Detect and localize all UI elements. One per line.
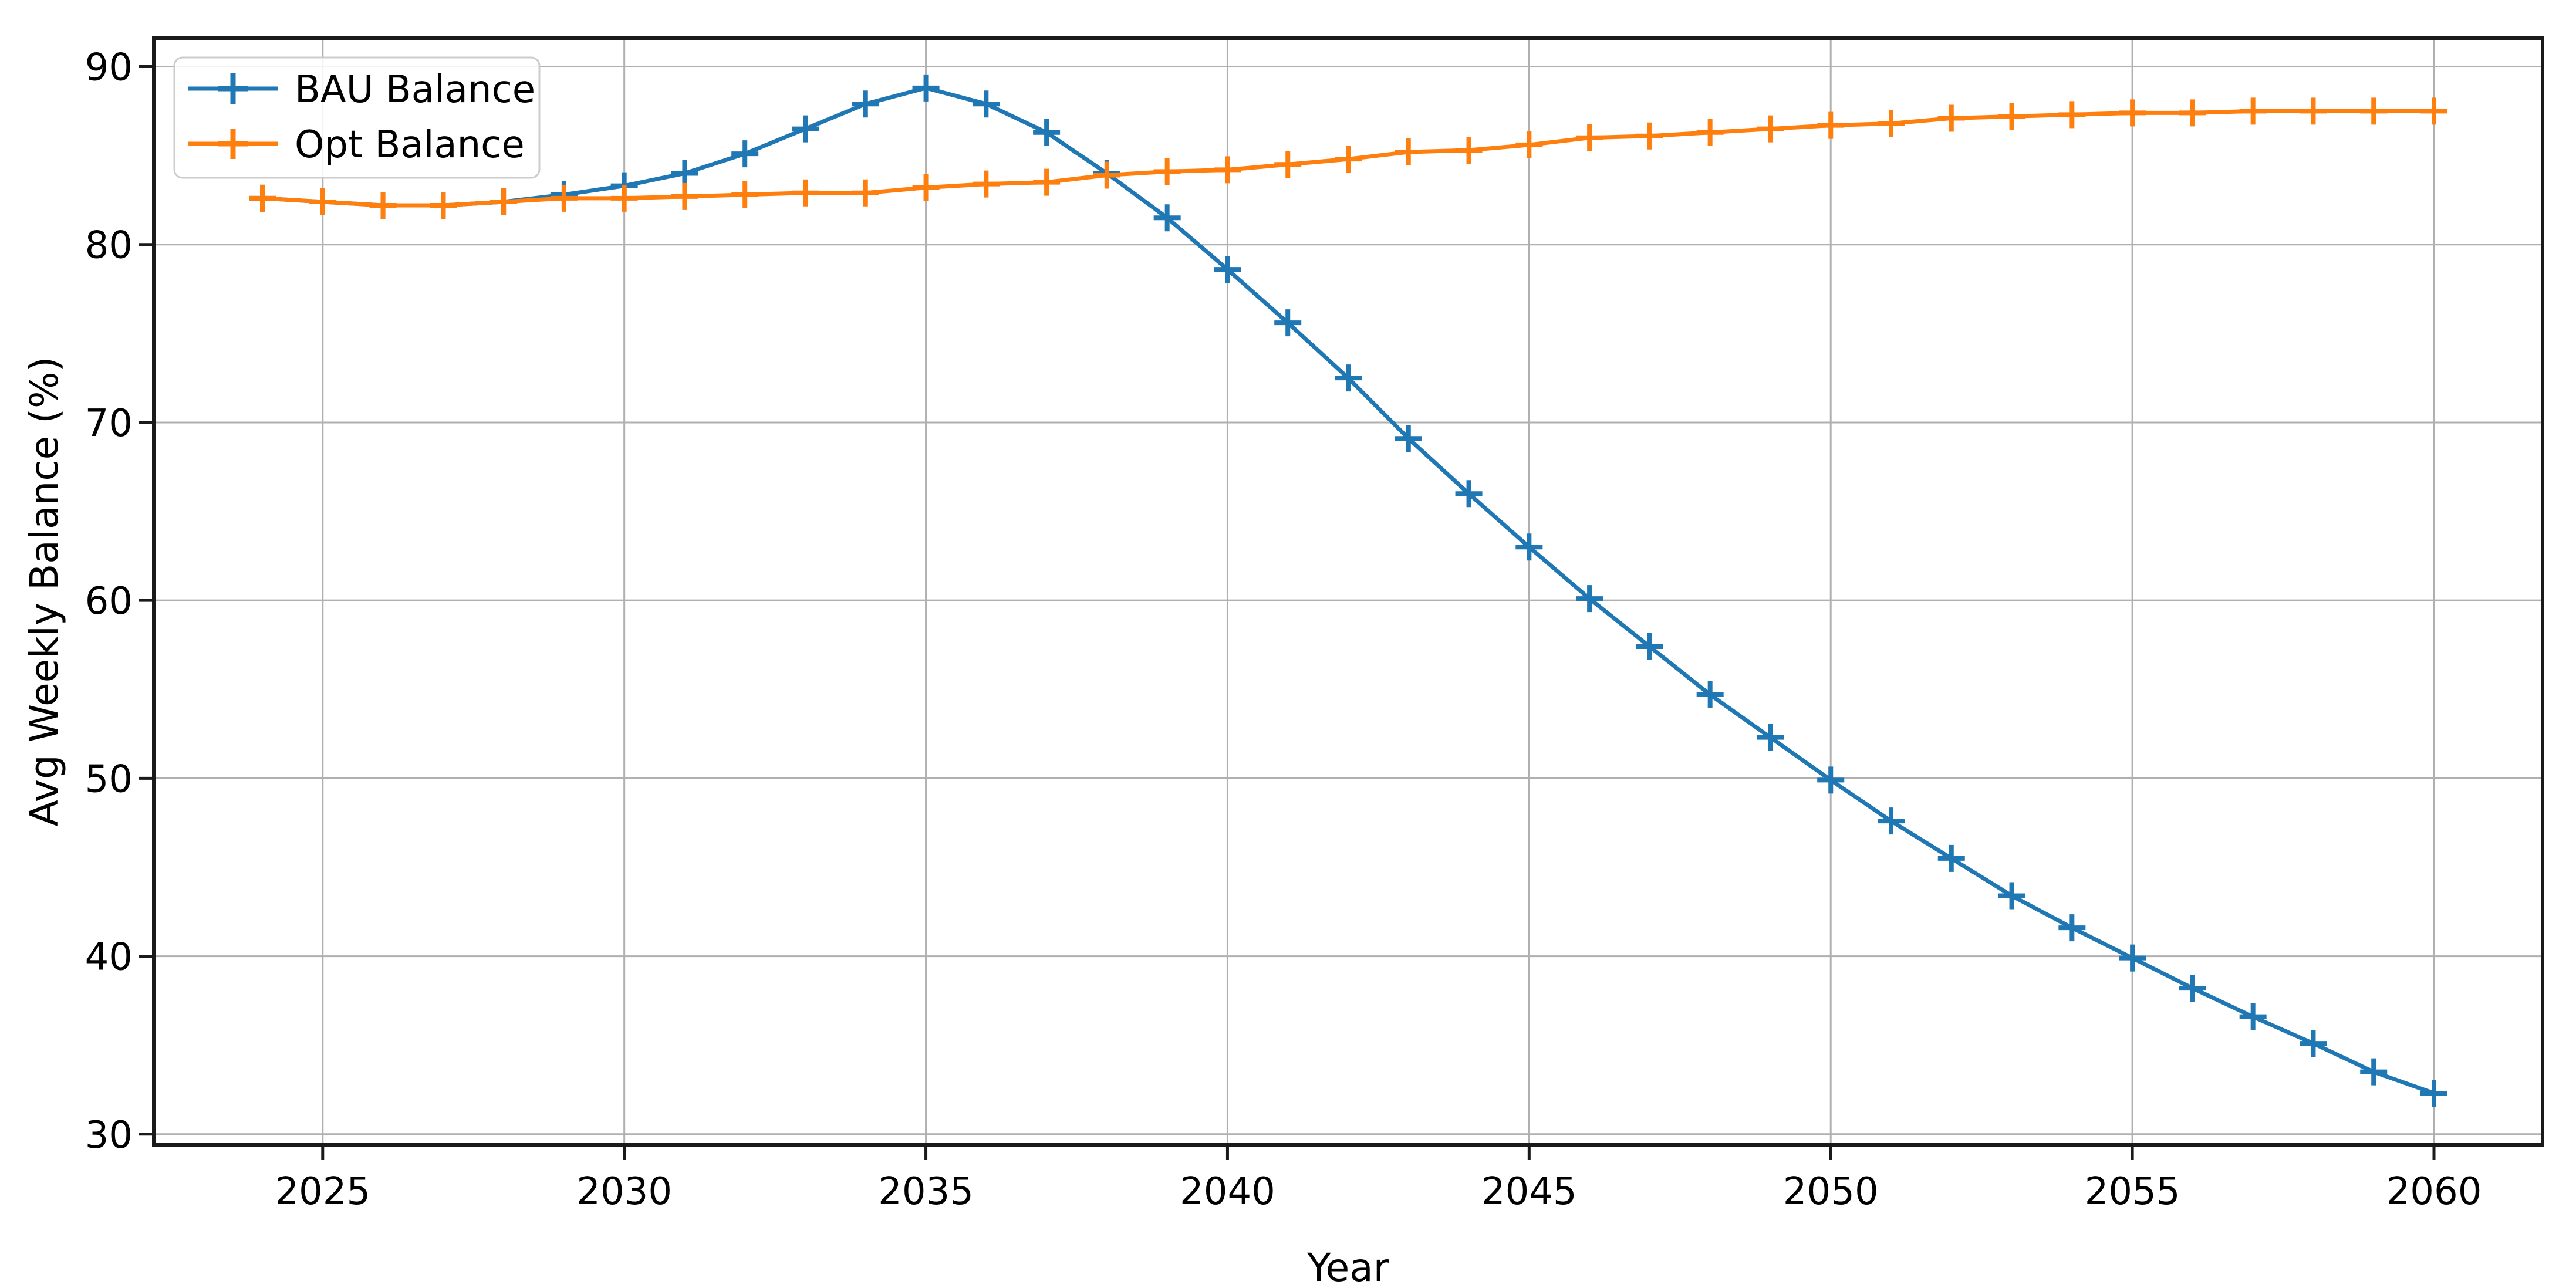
- x-tick-label-2050: 2050: [1783, 1170, 1879, 1213]
- tick-layer: [139, 65, 2436, 1160]
- legend-label-opt-balance: Opt Balance: [295, 123, 525, 167]
- x-tick-label-2055: 2055: [2085, 1170, 2180, 1213]
- y-tick-label-40: 40: [85, 936, 133, 979]
- y-tick-label-70: 70: [85, 402, 133, 445]
- x-tick-label-2040: 2040: [1180, 1170, 1275, 1213]
- x-tick-label-2045: 2045: [1481, 1170, 1577, 1213]
- y-tick-label-30: 30: [85, 1114, 133, 1157]
- opt-balance-markers: [249, 97, 2447, 219]
- legend-sample-marker-opt-balance: [218, 129, 248, 159]
- y-axis-label: Avg Weekly Balance (%): [22, 357, 67, 827]
- legend: BAU Balance Opt Balance: [173, 56, 541, 179]
- tick-label-layer: 2025 2030 2035 2040 2045 2050 2055 2060 30 40 50 60…: [85, 46, 2482, 1213]
- x-axis-label: Year: [1306, 1245, 1390, 1288]
- y-tick-label-80: 80: [85, 224, 133, 268]
- bau-balance-line: [262, 86, 2435, 1096]
- x-tick-label-2025: 2025: [275, 1170, 370, 1213]
- x-tick-label-2060: 2060: [2386, 1170, 2482, 1213]
- series-layer: [249, 74, 2447, 1107]
- legend-items: BAU Balance Opt Balance: [188, 68, 535, 167]
- x-tick-label-2030: 2030: [576, 1170, 672, 1213]
- legend-item-bau-balance: BAU Balance: [188, 68, 535, 111]
- legend-item-opt-balance: Opt Balance: [188, 123, 525, 167]
- legend-label-bau-balance: BAU Balance: [295, 68, 535, 111]
- legend-sample-marker-bau-balance: [218, 73, 248, 104]
- y-tick-label-90: 90: [85, 46, 133, 90]
- y-tick-label-60: 60: [85, 580, 133, 623]
- plot-border: [152, 36, 2544, 1147]
- x-tick-label-2035: 2035: [878, 1170, 974, 1213]
- y-tick-label-50: 50: [85, 758, 133, 801]
